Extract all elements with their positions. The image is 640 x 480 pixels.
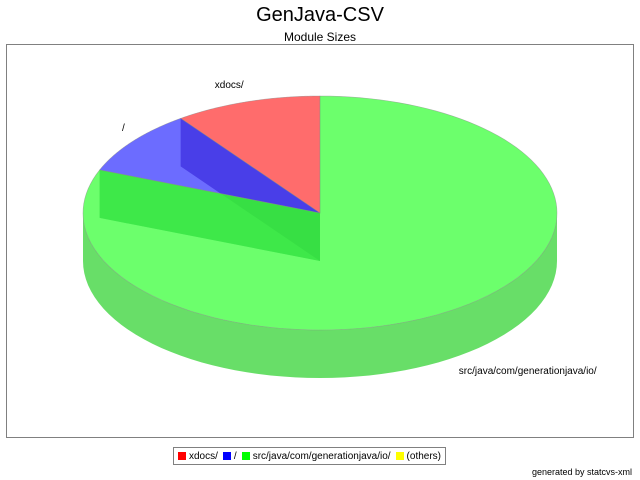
legend: xdocs/ / src/java/com/generationjava/io/…	[173, 447, 446, 465]
legend-label: /	[233, 450, 237, 462]
pie-side-src-java-com-generationjava-io	[83, 213, 557, 378]
pie-slice-root	[99, 118, 321, 214]
legend-item-src: src/java/com/generationjava/io/	[241, 450, 391, 462]
legend-item-xdocs: xdocs/	[178, 451, 218, 462]
chart-title: GenJava-CSV	[256, 4, 384, 26]
pie-slice-xdocs	[180, 95, 321, 214]
legend-swatch	[241, 452, 250, 460]
legend-swatch	[178, 452, 186, 460]
pie-slice-src-java-com-generationjava-io	[82, 95, 558, 331]
legend-swatch	[222, 452, 231, 460]
legend-item-others: (others)	[395, 450, 441, 462]
footer-credit: generated by statcvs-xml	[531, 467, 632, 477]
slice-label-xdocs: xdocs/	[215, 80, 244, 91]
slice-label-root: /	[122, 123, 125, 134]
legend-label: src/java/com/generationjava/io/	[252, 450, 391, 462]
legend-item-root: /	[222, 450, 237, 462]
slice-label-src-java-com-generationjava-io: src/java/com/generationjava/io/	[459, 366, 597, 377]
chart-subtitle: Module Sizes	[283, 30, 357, 44]
legend-swatch	[395, 452, 404, 460]
legend-label: xdocs/	[189, 450, 218, 462]
legend-label: (others)	[406, 450, 441, 462]
